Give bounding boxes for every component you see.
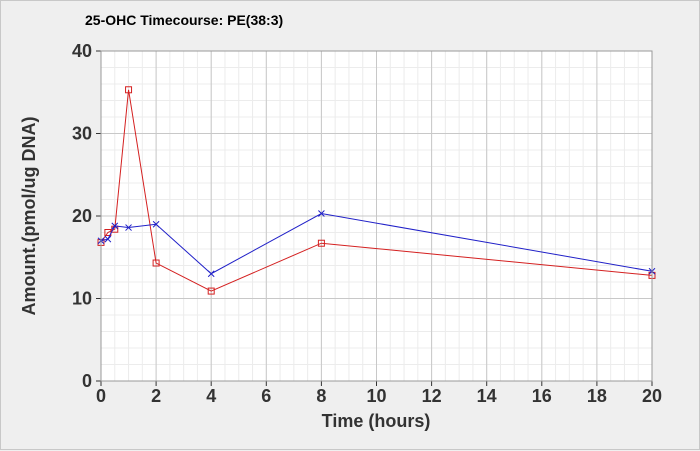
data-point — [111, 222, 119, 230]
x-tick-label: 12 — [422, 386, 442, 406]
y-axis-label: Amount.(pmol/ug DNA) — [19, 117, 39, 316]
y-tick-label: 30 — [72, 124, 92, 144]
x-tick-label: 8 — [316, 386, 326, 406]
data-point — [317, 239, 325, 247]
data-point — [152, 259, 160, 267]
x-tick-label: 2 — [151, 386, 161, 406]
data-point — [125, 86, 133, 94]
data-point — [207, 287, 215, 295]
data-point — [318, 210, 325, 217]
x-tick-label: 6 — [261, 386, 271, 406]
y-tick-label: 20 — [72, 206, 92, 226]
chart-title: 25-OHC Timecourse: PE(38:3) — [85, 12, 283, 28]
plot-border — [100, 50, 653, 382]
x-tick-label: 10 — [366, 386, 386, 406]
x-tick-label: 20 — [642, 386, 662, 406]
series-2 — [97, 210, 656, 278]
series-line — [100, 89, 653, 292]
x-tick-label: 4 — [206, 386, 216, 406]
plot-area: 0 2 4 6 8 10 12 14 16 18 20 0 10 20 30 40 — [72, 41, 662, 406]
data-point — [152, 220, 160, 228]
x-tick-label: 14 — [477, 386, 497, 406]
x-axis-label: Time (hours) — [322, 411, 431, 431]
x-tick-label: 0 — [96, 386, 106, 406]
series-1 — [97, 86, 656, 295]
y-tick-label: 40 — [72, 41, 92, 61]
x-tick-label: 16 — [532, 386, 552, 406]
x-tick-label: 18 — [587, 386, 607, 406]
data-point — [104, 235, 112, 243]
data-point — [125, 224, 132, 231]
y-tick-label: 0 — [82, 371, 92, 391]
series-line — [100, 213, 653, 275]
y-tick-label: 10 — [72, 289, 92, 309]
data-point — [207, 270, 215, 278]
